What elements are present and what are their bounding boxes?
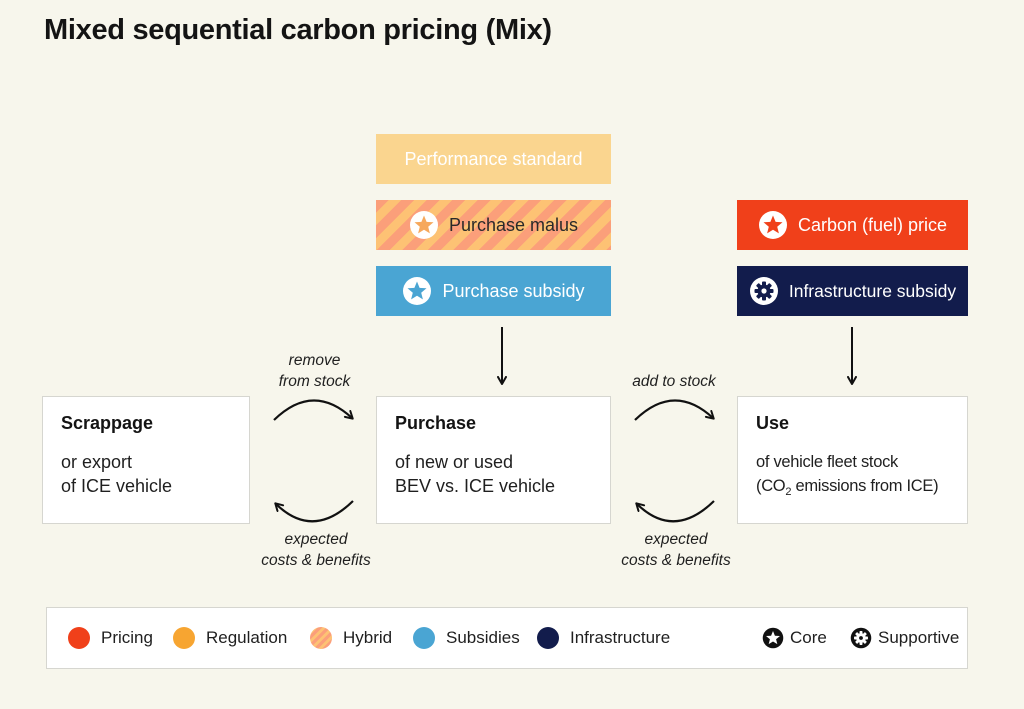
add-to-stock-arrow [634, 399, 715, 421]
legend-label-supportive: Supportive [878, 628, 960, 647]
legend: Pricing Regulation Hybrid Subsidies Infr… [46, 607, 968, 669]
infrastructure-subsidy-label: Infrastructure subsidy [788, 280, 957, 301]
purchase-subsidy-label: Purchase subsidy [442, 280, 585, 301]
purchase-malus-box: Purchase malus [376, 200, 611, 250]
hybrid-swatch [310, 627, 332, 649]
remove-from-stock-arrow [273, 399, 354, 421]
legend-item-regulation: Regulation [173, 608, 287, 668]
add-to-stock-label: add to stock [632, 373, 716, 390]
purchase-description: of new or used BEV vs. ICE vehicle [395, 452, 556, 496]
diagram-title: Mixed sequential carbon pricing (Mix) [44, 14, 552, 46]
gear-icon [749, 276, 779, 306]
purchase-stage: Purchase of new or used BEV vs. ICE vehi… [376, 396, 611, 524]
scrappage-title: Scrappage [61, 413, 154, 433]
legend-item-pricing: Pricing [68, 608, 153, 668]
legend-label-pricing: Pricing [101, 628, 153, 647]
purchase-subsidy-box: Purchase subsidy [376, 266, 611, 316]
legend-label-infrastructure: Infrastructure [570, 628, 671, 647]
carbon-price-box: Carbon (fuel) price [737, 200, 968, 250]
expected-costs-benefits-right-label: expected costs & benefits [621, 531, 731, 569]
legend-item-hybrid: Hybrid [310, 608, 392, 668]
legend-item-core: Core [762, 608, 827, 668]
carbon-price-label: Carbon (fuel) price [797, 214, 948, 235]
use-title: Use [756, 413, 790, 433]
purchase-malus-label: Purchase malus [448, 214, 579, 235]
expected-costs-left-arrow [274, 500, 354, 523]
regulation-swatch [173, 627, 195, 649]
legend-item-infrastructure: Infrastructure [537, 608, 670, 668]
scrappage-stage: Scrappage or export of ICE vehicle [42, 396, 250, 524]
star-icon [402, 276, 432, 306]
legend-label-hybrid: Hybrid [343, 628, 393, 647]
remove-from-stock-label: remove from stock [278, 352, 351, 390]
gear-icon [850, 627, 872, 649]
use-description-line1: of vehicle fleet stock [756, 453, 898, 471]
star-icon [409, 210, 439, 240]
legend-label-regulation: Regulation [206, 628, 288, 647]
use-description-line2: (CO2 emissions from ICE) [756, 477, 939, 498]
legend-label-subsidies: Subsidies [446, 628, 520, 647]
scrappage-description: or export of ICE vehicle [61, 452, 173, 496]
pricing-swatch [68, 627, 90, 649]
star-icon [758, 210, 788, 240]
star-icon [762, 627, 784, 649]
performance-standard-box: Performance standard [376, 134, 611, 184]
infrastructure-subsidy-box: Infrastructure subsidy [737, 266, 968, 316]
infrastructure-swatch [537, 627, 559, 649]
use-stage: Use of vehicle fleet stock (CO2 emissions… [737, 396, 968, 524]
purchase-title: Purchase [395, 413, 477, 433]
subsidies-swatch [413, 627, 435, 649]
legend-item-subsidies: Subsidies [413, 608, 520, 668]
use-description: of vehicle fleet stock (CO2 emissions fro… [756, 450, 949, 504]
expected-costs-right-arrow [635, 500, 715, 523]
legend-item-supportive: Supportive [850, 608, 959, 668]
legend-label-core: Core [790, 628, 827, 647]
performance-standard-label: Performance standard [404, 148, 583, 169]
expected-costs-benefits-left-label: expected costs & benefits [261, 531, 371, 569]
